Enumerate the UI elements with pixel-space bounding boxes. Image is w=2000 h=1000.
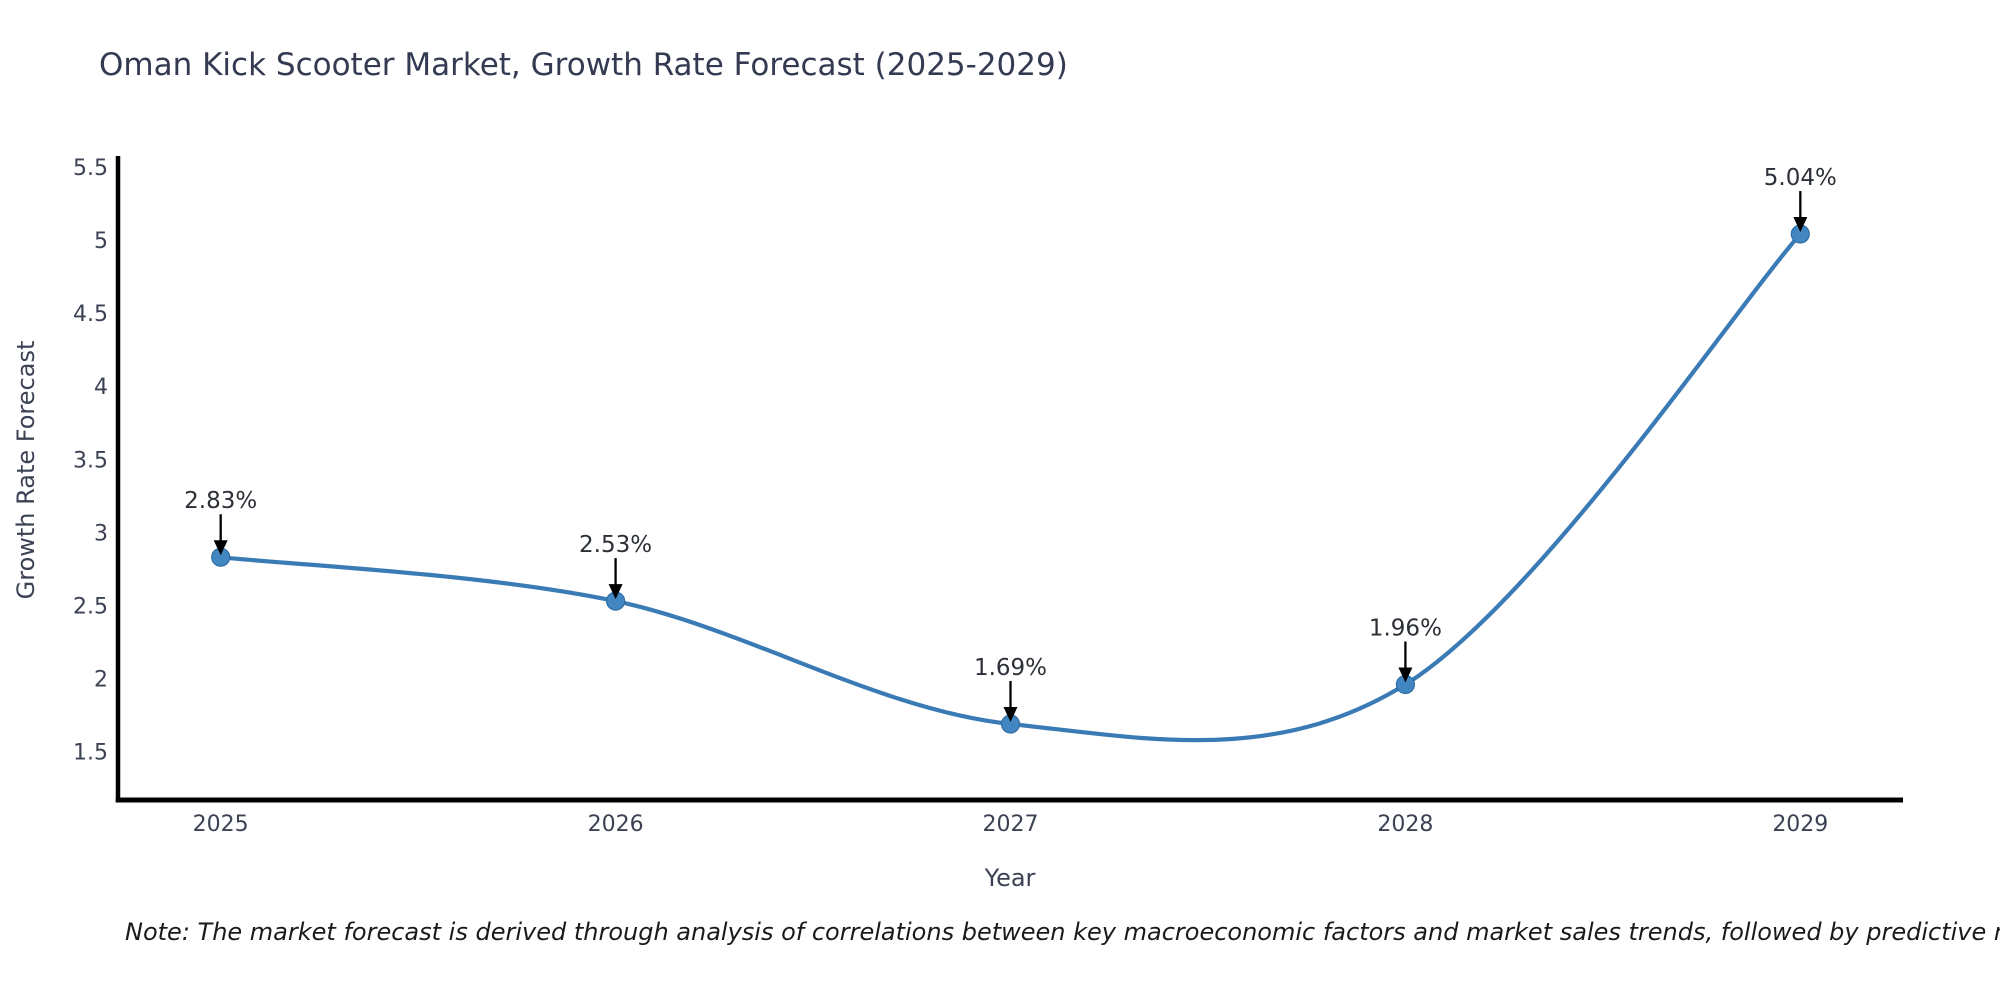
annotation-arrow-head (1793, 217, 1808, 233)
x-axis-title: Year (984, 864, 1036, 892)
x-tick-label: 2025 (193, 812, 249, 837)
y-tick-label: 4 (94, 375, 108, 400)
y-tick-label: 4.5 (73, 302, 108, 327)
y-axis-title: Growth Rate Forecast (12, 341, 40, 600)
point-value-label: 5.04% (1764, 165, 1837, 191)
y-tick-label: 2.5 (73, 594, 108, 619)
point-value-label: 2.53% (579, 532, 652, 558)
chart-title: Oman Kick Scooter Market, Growth Rate Fo… (99, 47, 1068, 83)
x-tick-label: 2029 (1772, 812, 1828, 837)
point-value-label: 1.96% (1369, 615, 1442, 641)
annotation-arrow-head (213, 540, 228, 556)
plot-area: 1.5 2 2.5 3 3.5 4 4.5 5 5.5 2025 2026 2027 2028 2029 2… (73, 156, 1903, 837)
point-value-label: 1.69% (974, 655, 1047, 681)
footnote: Note: The market forecast is derived thr… (125, 918, 2000, 946)
y-tick-label: 3.5 (73, 448, 108, 473)
y-tick-label: 5.5 (73, 156, 108, 181)
x-tick-label: 2027 (983, 812, 1039, 837)
y-tick-label: 1.5 (73, 741, 108, 766)
trend-line (218, 231, 1803, 743)
point-value-label: 2.83% (184, 488, 257, 514)
x-tick-label: 2026 (588, 812, 644, 837)
annotation-arrow-head (1398, 667, 1413, 683)
y-tick-label: 5 (94, 229, 108, 254)
annotation-arrow-head (608, 584, 623, 600)
x-tick-label: 2028 (1377, 812, 1433, 837)
y-tick-label: 3 (94, 521, 108, 546)
annotation-arrow-head (1003, 706, 1018, 722)
y-tick-label: 2 (94, 668, 108, 693)
